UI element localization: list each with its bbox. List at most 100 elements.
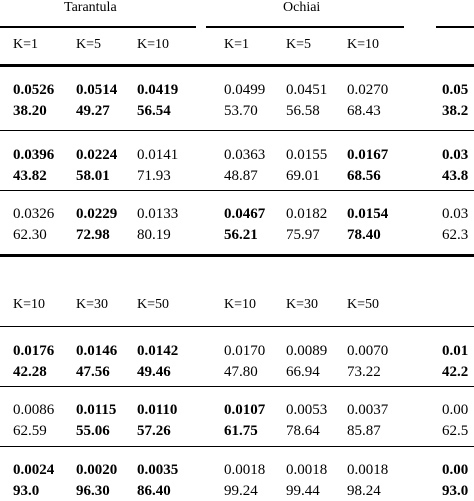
cell-upper: 0.0018	[347, 462, 389, 478]
row-separator	[0, 326, 474, 327]
cell-lower-edge: 42.2	[442, 364, 469, 380]
method-header-tarantula: Tarantula	[64, 0, 117, 15]
cell-upper-edge: 0.01	[442, 343, 469, 359]
cell-lower: 42.28	[13, 364, 47, 380]
cell-lower: 66.94	[286, 364, 320, 380]
cell-lower: 69.01	[286, 168, 320, 184]
k-label-bottom: K=30	[286, 297, 319, 312]
cell-lower: 56.58	[286, 103, 320, 119]
k-label-top: K=1	[224, 37, 250, 52]
cell-lower: 71.93	[137, 168, 171, 184]
cell-upper: 0.0499	[224, 82, 266, 98]
cell-upper: 0.0115	[76, 402, 117, 418]
k-label-top: K=5	[286, 37, 312, 52]
cell-upper: 0.0451	[286, 82, 328, 98]
cell-lower: 49.46	[137, 364, 171, 380]
cell-upper: 0.0053	[286, 402, 328, 418]
cell-upper: 0.0167	[347, 147, 389, 163]
cell-upper: 0.0182	[286, 206, 328, 222]
cell-upper: 0.0141	[137, 147, 179, 163]
row-separator	[0, 190, 474, 191]
cell-upper: 0.0176	[13, 343, 55, 359]
cell-upper: 0.0070	[347, 343, 389, 359]
cell-lower: 58.01	[76, 168, 110, 184]
k-label-top: K=1	[13, 37, 39, 52]
cell-lower: 38.20	[13, 103, 47, 119]
cell-upper: 0.0133	[137, 206, 179, 222]
row-separator	[0, 386, 474, 387]
cell-upper-edge: 0.03	[442, 206, 469, 222]
cell-lower: 99.44	[286, 483, 320, 499]
cell-lower: 72.98	[76, 227, 110, 243]
cell-lower: 68.56	[347, 168, 381, 184]
cell-lower: 56.21	[224, 227, 258, 243]
cell-upper-edge: 0.00	[442, 462, 469, 478]
cell-lower: 48.87	[224, 168, 258, 184]
cell-lower: 56.54	[137, 103, 171, 119]
k-label-bottom: K=30	[76, 297, 109, 312]
cell-upper: 0.0467	[224, 206, 266, 222]
cell-lower: 61.75	[224, 423, 258, 439]
cell-lower: 93.0	[13, 483, 40, 499]
cell-upper-edge: 0.00	[442, 402, 469, 418]
header-rule-ochiai	[206, 26, 404, 28]
cell-lower: 78.64	[286, 423, 320, 439]
cell-lower: 86.40	[137, 483, 171, 499]
cell-upper: 0.0526	[13, 82, 55, 98]
cell-lower: 62.30	[13, 227, 47, 243]
k-label-bottom: K=50	[347, 297, 380, 312]
cell-upper: 0.0089	[286, 343, 328, 359]
cell-lower: 98.24	[347, 483, 381, 499]
row-separator	[0, 446, 474, 447]
header-rule-tarantula	[0, 26, 196, 28]
cell-upper: 0.0170	[224, 343, 266, 359]
cell-upper: 0.0024	[13, 462, 55, 478]
k-label-bottom: K=10	[13, 297, 46, 312]
cell-upper-edge: 0.03	[442, 147, 469, 163]
cell-upper: 0.0419	[137, 82, 179, 98]
cell-lower: 55.06	[76, 423, 110, 439]
cell-upper: 0.0514	[76, 82, 118, 98]
thick-rule-middle	[0, 254, 474, 257]
cell-upper-edge: 0.05	[442, 82, 469, 98]
cell-lower: 75.97	[286, 227, 320, 243]
header-rule-edge	[436, 26, 474, 28]
cell-lower: 78.40	[347, 227, 381, 243]
cell-upper: 0.0154	[347, 206, 389, 222]
cell-upper: 0.0018	[224, 462, 266, 478]
cell-lower: 57.26	[137, 423, 171, 439]
cell-upper: 0.0035	[137, 462, 179, 478]
cell-upper: 0.0018	[286, 462, 328, 478]
cell-upper: 0.0110	[137, 402, 178, 418]
k-label-bottom: K=50	[137, 297, 170, 312]
cell-upper: 0.0363	[224, 147, 266, 163]
cell-lower-edge: 62.5	[442, 423, 469, 439]
cell-lower: 73.22	[347, 364, 381, 380]
cell-upper: 0.0086	[13, 402, 55, 418]
thick-rule-top	[0, 64, 474, 67]
cell-lower-edge: 62.3	[442, 227, 469, 243]
cell-upper: 0.0155	[286, 147, 328, 163]
cell-lower: 43.82	[13, 168, 47, 184]
cell-upper: 0.0229	[76, 206, 118, 222]
k-label-top: K=10	[347, 37, 380, 52]
k-label-top: K=10	[137, 37, 170, 52]
k-label-top: K=5	[76, 37, 102, 52]
cell-lower: 85.87	[347, 423, 381, 439]
method-header-ochiai: Ochiai	[283, 0, 321, 15]
cell-upper: 0.0270	[347, 82, 389, 98]
cell-upper: 0.0224	[76, 147, 118, 163]
cell-upper: 0.0020	[76, 462, 118, 478]
cell-lower: 62.59	[13, 423, 47, 439]
cell-upper: 0.0142	[137, 343, 179, 359]
cell-lower: 68.43	[347, 103, 381, 119]
cell-lower-edge: 38.2	[442, 103, 469, 119]
cell-upper: 0.0037	[347, 402, 389, 418]
cell-lower: 47.56	[76, 364, 110, 380]
cell-lower: 80.19	[137, 227, 171, 243]
cell-lower: 96.30	[76, 483, 110, 499]
cell-upper: 0.0326	[13, 206, 55, 222]
cell-lower: 47.80	[224, 364, 258, 380]
cell-upper: 0.0146	[76, 343, 118, 359]
row-separator	[0, 130, 474, 131]
